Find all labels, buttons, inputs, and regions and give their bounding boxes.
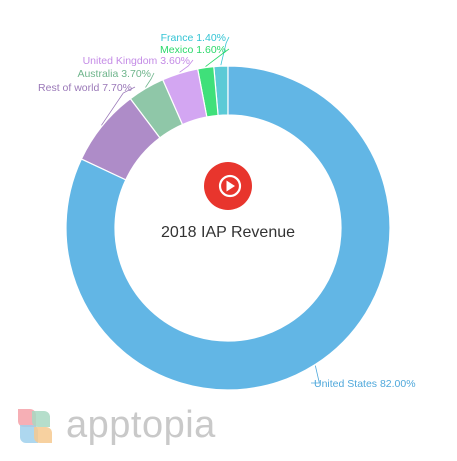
donut-chart: France 1.40%Mexico 1.60%United Kingdom 3… [38, 32, 416, 391]
play-button-icon [204, 162, 252, 210]
slice-label-united-kingdom: United Kingdom 3.60% [83, 55, 190, 67]
leader-line-france [220, 36, 230, 66]
brand-name: apptopia [66, 404, 216, 446]
slice-united-states [65, 65, 391, 391]
slice-label-france: France 1.40% [161, 32, 226, 44]
leader-line-united-kingdom [179, 59, 194, 73]
leader-line-united-states [311, 365, 320, 384]
chart-title: 2018 IAP Revenue [161, 224, 295, 241]
label-leader-lines [101, 36, 320, 384]
leader-line-australia [145, 72, 155, 88]
donut-slices [65, 65, 391, 391]
leader-line-mexico [205, 48, 230, 67]
slice-labels: France 1.40%Mexico 1.60%United Kingdom 3… [38, 32, 416, 390]
slice-label-australia: Australia 3.70% [77, 68, 151, 80]
slice-label-united-states: United States 82.00% [314, 378, 416, 390]
slice-label-mexico: Mexico 1.60% [160, 44, 226, 56]
slice-label-rest-of-world: Rest of world 7.70% [38, 82, 132, 94]
brand-footer: apptopia [14, 404, 216, 447]
leader-line-rest-of-world [101, 86, 136, 126]
apptopia-logo-icon [18, 408, 52, 443]
